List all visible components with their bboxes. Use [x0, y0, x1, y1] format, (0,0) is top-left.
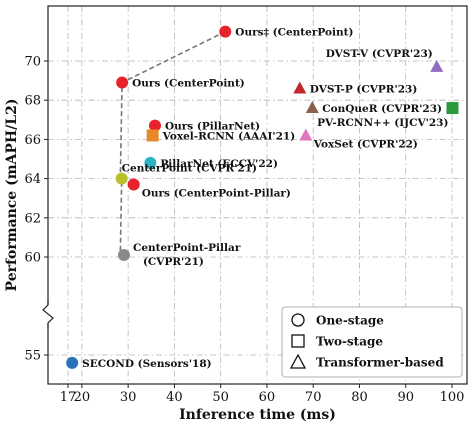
dashed-connector-line: [119, 30, 226, 256]
y-axis-title: Performance (mAPH/L2): [4, 99, 20, 292]
legend-triangle-icon: [289, 353, 307, 369]
point-label: Voxel-RCNN (AAAI'21): [162, 130, 296, 142]
x-tick-label: 70: [305, 390, 322, 405]
x-tick-label: 30: [120, 390, 137, 405]
data-point-circle: [116, 76, 129, 89]
legend: One-stage Two-stage Transformer-based: [281, 306, 463, 378]
data-point-triangle: [305, 101, 319, 114]
point-label: Ours‡ (CenterPoint): [235, 27, 353, 39]
x-tick-label: 90: [397, 390, 414, 405]
legend-label: Transformer-based: [316, 356, 444, 370]
y-tick-label: 64: [24, 172, 41, 187]
x-tick-label: 20: [74, 390, 91, 405]
x-tick-label: 50: [212, 390, 229, 405]
point-label: Ours (CenterPoint-Pillar): [142, 187, 291, 199]
point-label: Ours (CenterPoint): [132, 78, 245, 90]
data-point-square: [146, 129, 159, 142]
y-tick-label: 66: [24, 133, 41, 148]
axis-break-zigzag: [42, 300, 54, 328]
data-point-circle: [127, 178, 140, 191]
x-tick-label: 100: [440, 390, 465, 405]
plot-frame: [47, 5, 468, 385]
legend-entry: Two-stage: [291, 334, 383, 349]
point-label: DVST-P (CVPR'23): [310, 83, 418, 95]
axis-break: [42, 300, 54, 328]
point-label: Ours (PillarNet): [165, 121, 260, 133]
legend-label: One-stage: [316, 314, 384, 328]
data-point-circle: [148, 119, 161, 132]
legend-entry: Transformer-based: [289, 353, 444, 370]
data-point-circle: [219, 25, 232, 38]
data-point-square: [446, 102, 459, 115]
data-point-circle: [144, 156, 157, 169]
data-point-circle: [115, 172, 128, 185]
x-tick-label: 40: [166, 390, 183, 405]
data-point-triangle: [430, 59, 444, 72]
x-tick-label: 60: [259, 390, 276, 405]
point-label-line2: (CVPR'21): [143, 256, 204, 268]
legend-label: Two-stage: [316, 335, 383, 349]
point-labels: Ours‡ (CenterPoint) Ours (CenterPoint) Our…: [82, 27, 448, 370]
connector: [119, 30, 226, 256]
point-label: VoxSet (CVPR'22): [313, 138, 418, 150]
y-tick-label: 55: [24, 349, 41, 364]
legend-square-icon: [291, 334, 305, 348]
y-tick-label: 70: [24, 55, 41, 70]
y-tick-label: 62: [24, 211, 41, 226]
x-axis-title: Inference time (ms): [179, 407, 336, 423]
x-tick-label: 80: [351, 390, 368, 405]
point-label: CenterPoint-Pillar: [133, 242, 241, 254]
data-point-triangle: [293, 81, 307, 94]
legend-circle-icon: [291, 313, 305, 327]
legend-box: [281, 306, 463, 378]
data-point-circle: [117, 249, 130, 262]
y-tick-label: 60: [24, 251, 41, 266]
point-label: SECOND (Sensors'18): [82, 358, 211, 370]
point-label: CenterPoint (CVPR'21): [122, 163, 257, 175]
x-tick-label: 17: [60, 390, 77, 405]
point-label: ConQueR (CVPR'23): [322, 103, 442, 115]
legend-entry: One-stage: [291, 313, 384, 328]
data-point-triangle: [299, 128, 313, 141]
point-label: DVST-V (CVPR'23): [326, 48, 433, 60]
point-label: PV-RCNN++ (IJCV'23): [317, 117, 448, 129]
data-point-circle: [66, 356, 79, 369]
y-tick-label: 68: [24, 94, 41, 109]
point-label: PillarNet (ECCV'22): [160, 158, 278, 170]
data-points: [66, 25, 459, 369]
